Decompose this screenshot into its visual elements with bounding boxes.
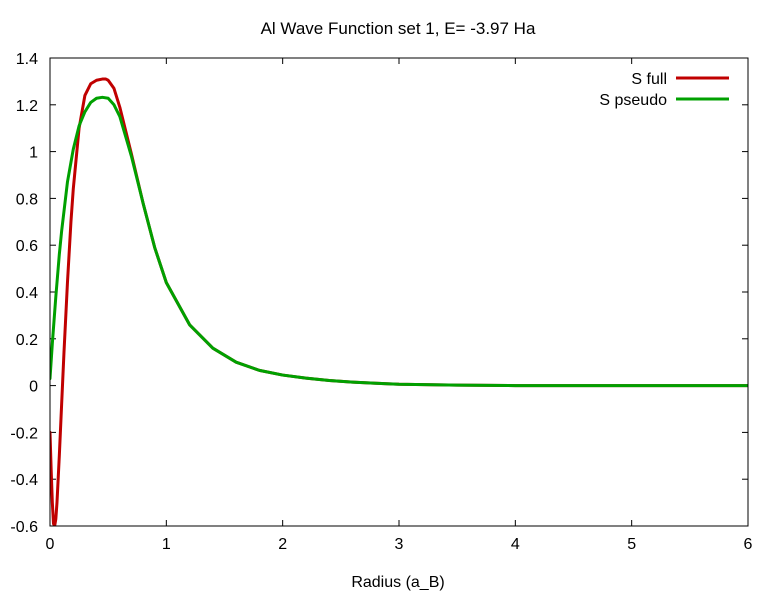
series-lines — [50, 77, 748, 526]
x-tick-label: 4 — [511, 536, 520, 553]
y-tick-label: -0.6 — [10, 519, 38, 536]
x-tick-label: 1 — [162, 536, 171, 553]
y-tick-label: 0 — [29, 379, 38, 396]
x-tick-label: 2 — [278, 536, 287, 553]
y-tick-label: 0.6 — [16, 238, 38, 255]
y-tick-label: 0.8 — [16, 191, 38, 208]
chart-title: Al Wave Function set 1, E= -3.97 Ha — [261, 19, 536, 38]
legend-label: S pseudo — [599, 92, 667, 109]
legend-label: S full — [631, 71, 667, 88]
y-tick-label: 0.2 — [16, 332, 38, 349]
y-tick-label: 1 — [29, 145, 38, 162]
y-tick-label: 1.4 — [16, 51, 38, 68]
y-tick-label: 1.2 — [16, 98, 38, 115]
y-tick-label: -0.2 — [10, 425, 38, 442]
series-line-s-full — [50, 77, 748, 526]
legend: S full S pseudo — [599, 71, 729, 109]
y-tick-label: 0.4 — [16, 285, 38, 302]
x-tick-label: 3 — [395, 536, 404, 553]
x-axis-label: Radius (a_B) — [351, 574, 444, 591]
y-tick-label: -0.4 — [10, 472, 38, 489]
series-line-s-pseudo — [50, 95, 748, 388]
x-tick-label: 0 — [46, 536, 55, 553]
axis-ticks — [49, 57, 749, 527]
plot-frame — [49, 57, 749, 527]
tick-labels: 0 1 2 3 4 5 6 -0.6 -0.4 -0.2 0 0.2 0.4 0.6 0.8 1 1.2 1.4 — [10, 51, 752, 553]
x-tick-label: 5 — [627, 536, 636, 553]
x-tick-label: 6 — [744, 536, 753, 553]
